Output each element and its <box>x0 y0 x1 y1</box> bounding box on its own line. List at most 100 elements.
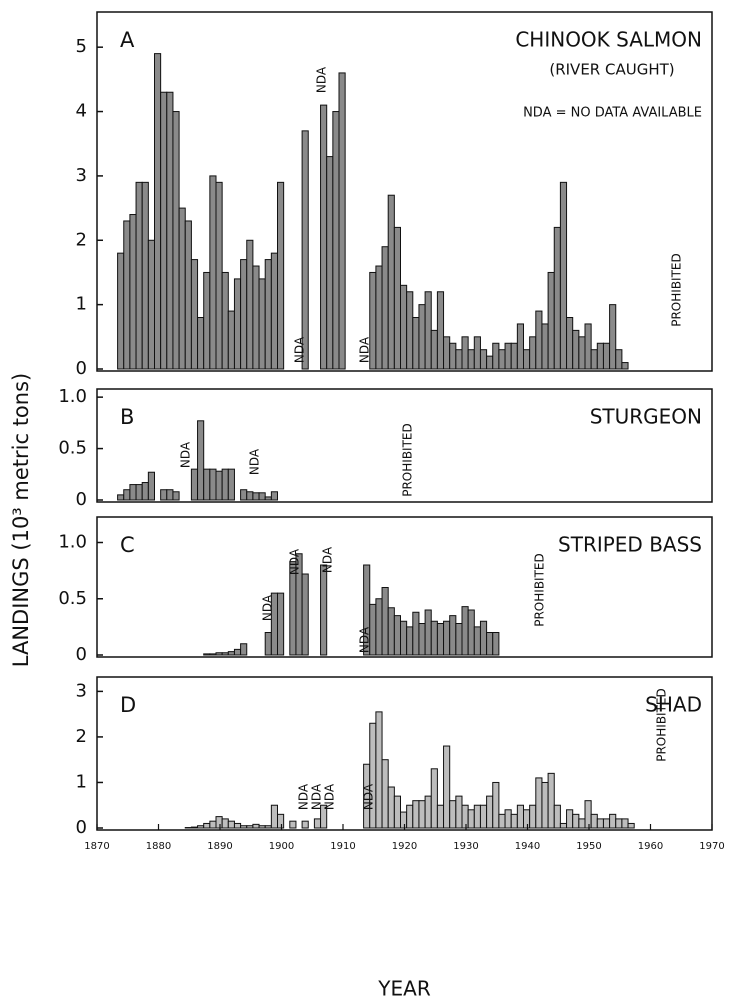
y-tick-label: 0.5 <box>58 438 87 459</box>
bar <box>221 271 229 370</box>
bar <box>135 484 143 501</box>
bar <box>424 291 432 370</box>
bar <box>252 265 260 370</box>
annotation: PROHIBITED <box>401 423 415 497</box>
annotation: NDA <box>323 783 337 810</box>
bar <box>246 491 254 501</box>
bar <box>621 818 629 829</box>
bar <box>270 252 279 370</box>
bar <box>203 822 211 829</box>
x-tick-label: 1920 <box>392 841 417 852</box>
bar <box>141 181 149 370</box>
bar <box>473 804 481 829</box>
bar <box>455 795 463 829</box>
bar <box>400 620 408 656</box>
bar <box>436 291 445 370</box>
bar <box>590 813 598 829</box>
bar <box>209 820 217 829</box>
bar <box>135 181 143 370</box>
annotation: NDA <box>315 66 329 93</box>
plot-frame <box>96 388 713 503</box>
bar <box>277 813 285 829</box>
y-tick-label: 3 <box>76 165 87 186</box>
bar <box>252 492 260 501</box>
x-tick-label: 1960 <box>638 841 663 852</box>
x-tick-label: 1970 <box>699 841 724 852</box>
annotation: NDA <box>293 336 307 363</box>
bar <box>129 484 137 501</box>
bar <box>418 800 426 829</box>
bar <box>609 813 617 829</box>
bar <box>178 207 186 370</box>
bar <box>541 781 549 829</box>
bar <box>375 711 383 829</box>
bar <box>381 246 389 370</box>
panel-subtitle: (RIVER CAUGHT) <box>549 61 674 79</box>
y-tick-label: 1 <box>76 771 87 792</box>
bar <box>326 156 334 370</box>
bar <box>547 271 555 370</box>
bar <box>203 271 211 370</box>
bar <box>369 722 377 829</box>
bar <box>227 820 235 829</box>
bar <box>215 652 223 656</box>
bar <box>332 111 340 370</box>
bar <box>387 786 395 829</box>
annotation: NDA <box>321 546 335 573</box>
annotation: NDA <box>297 783 311 810</box>
bar <box>240 643 248 656</box>
bar <box>406 804 414 829</box>
bar <box>277 592 285 656</box>
bar <box>197 825 205 829</box>
bar <box>270 491 279 501</box>
bar <box>227 468 235 501</box>
panel-letter: B <box>120 405 134 429</box>
bar <box>375 265 383 370</box>
bar <box>559 822 568 829</box>
bar <box>277 181 285 370</box>
bar <box>264 496 272 501</box>
annotation: NDA <box>310 783 324 810</box>
bar <box>209 653 217 656</box>
plot-frame <box>96 516 713 658</box>
bar <box>160 91 168 370</box>
bar <box>338 72 346 370</box>
panel-title: STRIPED BASS <box>558 533 702 557</box>
bar <box>147 471 156 501</box>
bar <box>443 745 451 829</box>
bar <box>246 825 254 829</box>
y-tick-label: 0 <box>76 358 87 379</box>
bar <box>510 813 518 829</box>
bar <box>301 130 309 370</box>
bar <box>430 620 438 656</box>
x-tick-label: 1910 <box>330 841 355 852</box>
bar <box>190 468 199 501</box>
y-tick-label: 0.5 <box>58 588 87 609</box>
bar <box>197 420 205 501</box>
bar <box>467 809 475 829</box>
bar <box>264 825 272 829</box>
bar <box>252 823 260 829</box>
bar <box>381 587 389 656</box>
bar <box>240 259 248 370</box>
bar <box>393 226 402 370</box>
annotation: NDA <box>179 441 193 468</box>
bar <box>609 304 617 370</box>
bar <box>498 349 506 370</box>
panel-letter: D <box>120 693 136 717</box>
bar <box>215 470 223 501</box>
bar <box>547 772 555 829</box>
bar <box>233 822 242 829</box>
bar <box>320 564 328 656</box>
bar <box>523 349 531 370</box>
bar <box>584 323 592 370</box>
bar <box>430 768 438 829</box>
bar <box>486 355 494 370</box>
bar <box>264 259 272 370</box>
bar <box>289 820 297 829</box>
bar <box>578 818 586 829</box>
bar <box>424 795 432 829</box>
bar <box>510 342 518 370</box>
bar <box>412 800 420 829</box>
